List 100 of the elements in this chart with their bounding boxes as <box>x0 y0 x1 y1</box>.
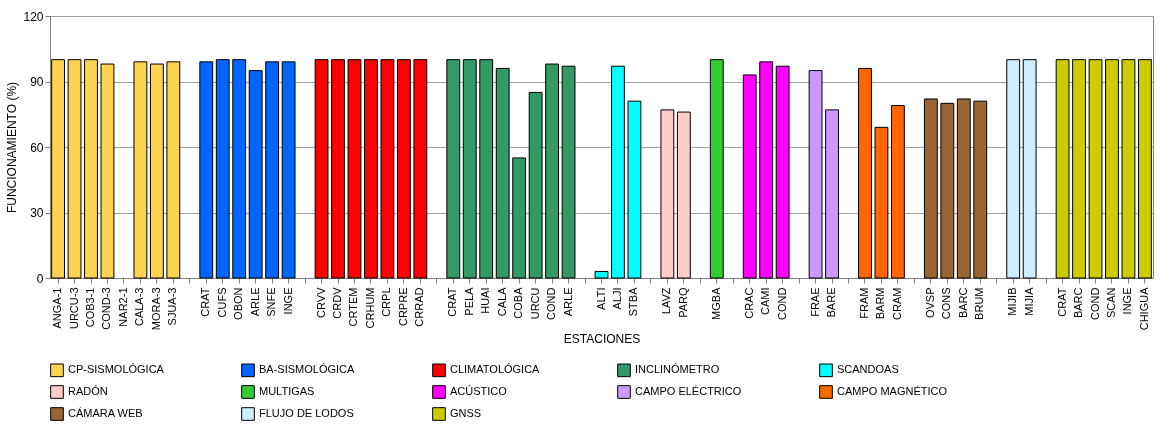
x-tick-label: CRAT <box>446 287 459 317</box>
x-tick-label: CRDV <box>331 286 344 319</box>
legend-label: RADÓN <box>68 385 108 397</box>
x-tick-label: MIJIB <box>1006 287 1019 316</box>
y-tick-label: 90 <box>30 75 44 89</box>
x-tick-label: CALA <box>495 286 508 317</box>
bar <box>248 70 263 279</box>
x-tick-label: MORA-3 <box>149 287 162 331</box>
bar <box>742 74 757 279</box>
bar <box>462 59 477 279</box>
x-tick-label: LAVZ <box>660 287 673 315</box>
y-tick-label: 0 <box>36 271 44 286</box>
y-tick-label: 60 <box>30 140 44 155</box>
x-tick-label: CRVV <box>314 286 327 318</box>
bar <box>759 61 774 279</box>
x-tick-label: BARE <box>825 287 838 318</box>
x-tick-label: COB3-1 <box>84 287 96 328</box>
x-tick-label: URCU <box>528 287 541 320</box>
x-tick-label: CHIGUA <box>1137 286 1150 331</box>
bar <box>1105 59 1119 279</box>
x-tick-label: FRAE <box>808 287 821 317</box>
bar <box>611 65 625 279</box>
bar <box>331 59 345 279</box>
bar <box>973 100 988 279</box>
x-tick-label: SNFE <box>265 287 278 317</box>
bar <box>775 65 790 279</box>
bar <box>923 98 938 279</box>
x-axis-title: ESTACIONES <box>563 332 641 347</box>
legend-label: BA-SISMOLÓGICA <box>259 363 356 376</box>
legend-label: INCLINÓMETRO <box>635 363 720 376</box>
bar <box>528 91 543 279</box>
x-tick-label: PARQ <box>676 287 689 318</box>
x-tick-label: COND-3 <box>100 287 113 330</box>
x-tick-label: CALA-3 <box>133 287 146 327</box>
bar <box>149 63 164 279</box>
x-tick-label: BARC <box>1072 287 1085 319</box>
bar <box>215 59 230 279</box>
x-tick-label: CRPRE <box>396 287 409 327</box>
x-tick-label: CAMI <box>759 287 772 315</box>
bar <box>1006 59 1021 279</box>
x-tick-label: BRUM <box>973 287 986 320</box>
x-tick-label: OBON <box>232 287 245 320</box>
x-tick-label: ALJI <box>610 287 623 310</box>
bar <box>545 63 560 279</box>
bar <box>67 59 82 279</box>
bar <box>281 61 296 279</box>
bar <box>166 61 181 279</box>
legend-label: CP-SISMOLÓGICA <box>68 363 165 376</box>
x-tick-label: BARM <box>874 287 887 320</box>
x-tick-label: COND <box>545 287 558 320</box>
legend-label: GNSS <box>450 407 482 419</box>
bar <box>940 102 955 279</box>
bar <box>100 63 115 279</box>
bar <box>627 100 642 279</box>
bar <box>808 70 823 279</box>
x-tick-label: SCAN <box>1105 287 1117 319</box>
x-tick-label: CRPL <box>380 287 393 317</box>
y-axis-title: FUNCIONAMIENTO (%) <box>5 81 20 214</box>
bar <box>265 61 280 279</box>
bar <box>84 59 98 279</box>
bar <box>512 157 527 279</box>
x-tick-label: STBA <box>627 286 640 317</box>
x-tick-label: CUFS <box>215 287 228 318</box>
y-tick-label: 120 <box>23 9 44 24</box>
bar <box>51 59 65 279</box>
bar <box>825 109 839 279</box>
x-tick-label: BARC <box>956 287 969 319</box>
x-tick-label: COBA <box>512 286 525 319</box>
x-tick-label: ANGA-1 <box>51 287 64 329</box>
bar <box>380 59 395 279</box>
x-tick-label: CRAT <box>199 287 212 317</box>
legend-label: SCANDOAS <box>837 363 899 376</box>
bar <box>314 59 329 279</box>
bar <box>479 59 494 279</box>
bar <box>1088 59 1103 279</box>
bar <box>956 98 971 279</box>
legend-label: CAMPO ELÉCTRICO <box>635 385 742 397</box>
x-tick-label: SJUA-3 <box>166 287 179 326</box>
x-tick-label: ALTI <box>594 287 607 310</box>
x-tick-label: MGBA <box>709 286 722 320</box>
x-tick-label: CRHUM <box>363 287 376 329</box>
x-tick-label: URCU-3 <box>67 287 80 330</box>
bar <box>1138 59 1152 279</box>
x-tick-label: FRAM <box>857 287 870 319</box>
x-tick-label: COND <box>775 287 788 320</box>
legend-label: CLIMATOLÓGICA <box>450 363 541 376</box>
x-tick-label: ARLE <box>561 287 574 317</box>
legend-label: MULTIGAS <box>259 385 315 397</box>
bar <box>676 111 691 279</box>
x-tick-label: INGE <box>1121 287 1134 315</box>
x-tick-label: HUAI <box>479 287 492 314</box>
bar <box>199 61 214 279</box>
bar <box>232 59 247 279</box>
x-tick-label: CRAM <box>890 287 903 320</box>
bar <box>495 67 510 279</box>
bar <box>347 59 362 279</box>
bar <box>660 109 675 279</box>
x-tick-label: MIJIA <box>1022 286 1035 316</box>
x-tick-label: PELA <box>462 286 475 316</box>
x-tick-label: CRTEM <box>347 287 360 327</box>
